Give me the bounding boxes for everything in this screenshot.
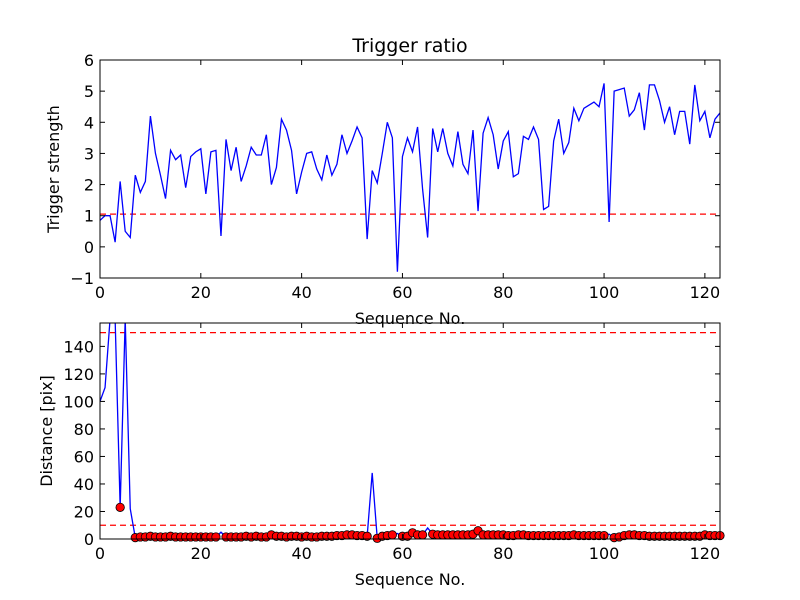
top-y-axis-label: Trigger strength — [44, 105, 63, 234]
bottom-marker-point — [418, 530, 428, 540]
top-x-tick-label: 20 — [191, 283, 211, 302]
bottom-marker-point — [115, 502, 125, 512]
bottom-markers — [115, 502, 725, 543]
top-y-tick-label: 4 — [84, 113, 94, 132]
top-x-tick-label: 0 — [95, 283, 105, 302]
top-x-tick-label: 80 — [493, 283, 513, 302]
top-y-tick-label: 2 — [84, 176, 94, 195]
bottom-y-axis-label: Distance [pix] — [37, 375, 56, 487]
bottom-chart: 0 20 40 60 80 100 120 0 20 40 60 80 100 120 140 Seque… — [37, 322, 725, 589]
bottom-series-line-0 — [100, 323, 720, 539]
bottom-y-tick-label: 20 — [74, 502, 94, 521]
bottom-x-tick-label: 120 — [690, 544, 721, 563]
bottom-plot-frame — [99, 322, 721, 540]
top-plot-frame — [99, 59, 721, 279]
bottom-marker-point — [387, 530, 397, 540]
bottom-x-tick-label: 0 — [95, 544, 105, 563]
top-y-tick-label: 0 — [84, 238, 94, 257]
top-chart: Trigger ratio 0 20 40 60 80 100 120 −10123456 … — [44, 35, 721, 328]
bottom-y-tick-label: 80 — [74, 420, 94, 439]
bottom-x-tick-label: 80 — [493, 544, 513, 563]
top-chart-title: Trigger ratio — [351, 35, 467, 57]
top-y-tick-label: 5 — [84, 82, 94, 101]
bottom-y-tick-label: 120 — [63, 365, 94, 384]
top-y-ticks: −1 0 1 2 3 4 5 6 — [70, 51, 720, 288]
bottom-marker-point — [211, 532, 221, 542]
top-series — [100, 83, 720, 272]
bottom-y-tick-label: 0 — [84, 530, 94, 549]
bottom-marker-point — [362, 531, 372, 541]
bottom-x-ticks: 0 20 40 60 80 100 120 — [95, 323, 720, 563]
top-x-tick-label: 60 — [392, 283, 412, 302]
top-y-tick-label: 6 — [84, 51, 94, 70]
top-y-tick-label: 1 — [84, 207, 94, 226]
top-x-tick-label: 120 — [690, 283, 721, 302]
top-series-line-0 — [100, 83, 720, 272]
bottom-series — [100, 323, 720, 539]
bottom-y-tick-label: 140 — [63, 337, 94, 356]
top-x-axis-label: Sequence No. — [355, 309, 466, 328]
bottom-threshold-lines — [100, 332, 720, 526]
bottom-x-tick-label: 60 — [392, 544, 412, 563]
bottom-x-tick-label: 20 — [191, 544, 211, 563]
top-y-tick-label: 3 — [84, 144, 94, 163]
bottom-x-tick-label: 100 — [589, 544, 620, 563]
bottom-y-ticks: 0 20 40 60 80 100 120 140 — [63, 337, 720, 549]
top-y-tick-label: −1 — [70, 269, 94, 288]
bottom-y-tick-label: 40 — [74, 475, 94, 494]
bottom-x-tick-label: 40 — [291, 544, 311, 563]
top-x-ticks: 0 20 40 60 80 100 120 — [95, 60, 720, 302]
top-x-tick-label: 100 — [589, 283, 620, 302]
top-x-tick-label: 40 — [291, 283, 311, 302]
bottom-y-tick-label: 60 — [74, 447, 94, 466]
bottom-x-axis-label: Sequence No. — [355, 570, 466, 589]
bottom-y-tick-label: 100 — [63, 392, 94, 411]
